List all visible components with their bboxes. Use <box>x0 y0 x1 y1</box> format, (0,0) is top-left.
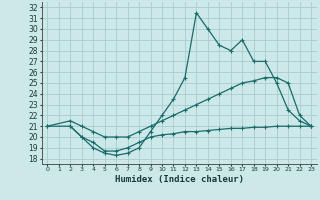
X-axis label: Humidex (Indice chaleur): Humidex (Indice chaleur) <box>115 175 244 184</box>
